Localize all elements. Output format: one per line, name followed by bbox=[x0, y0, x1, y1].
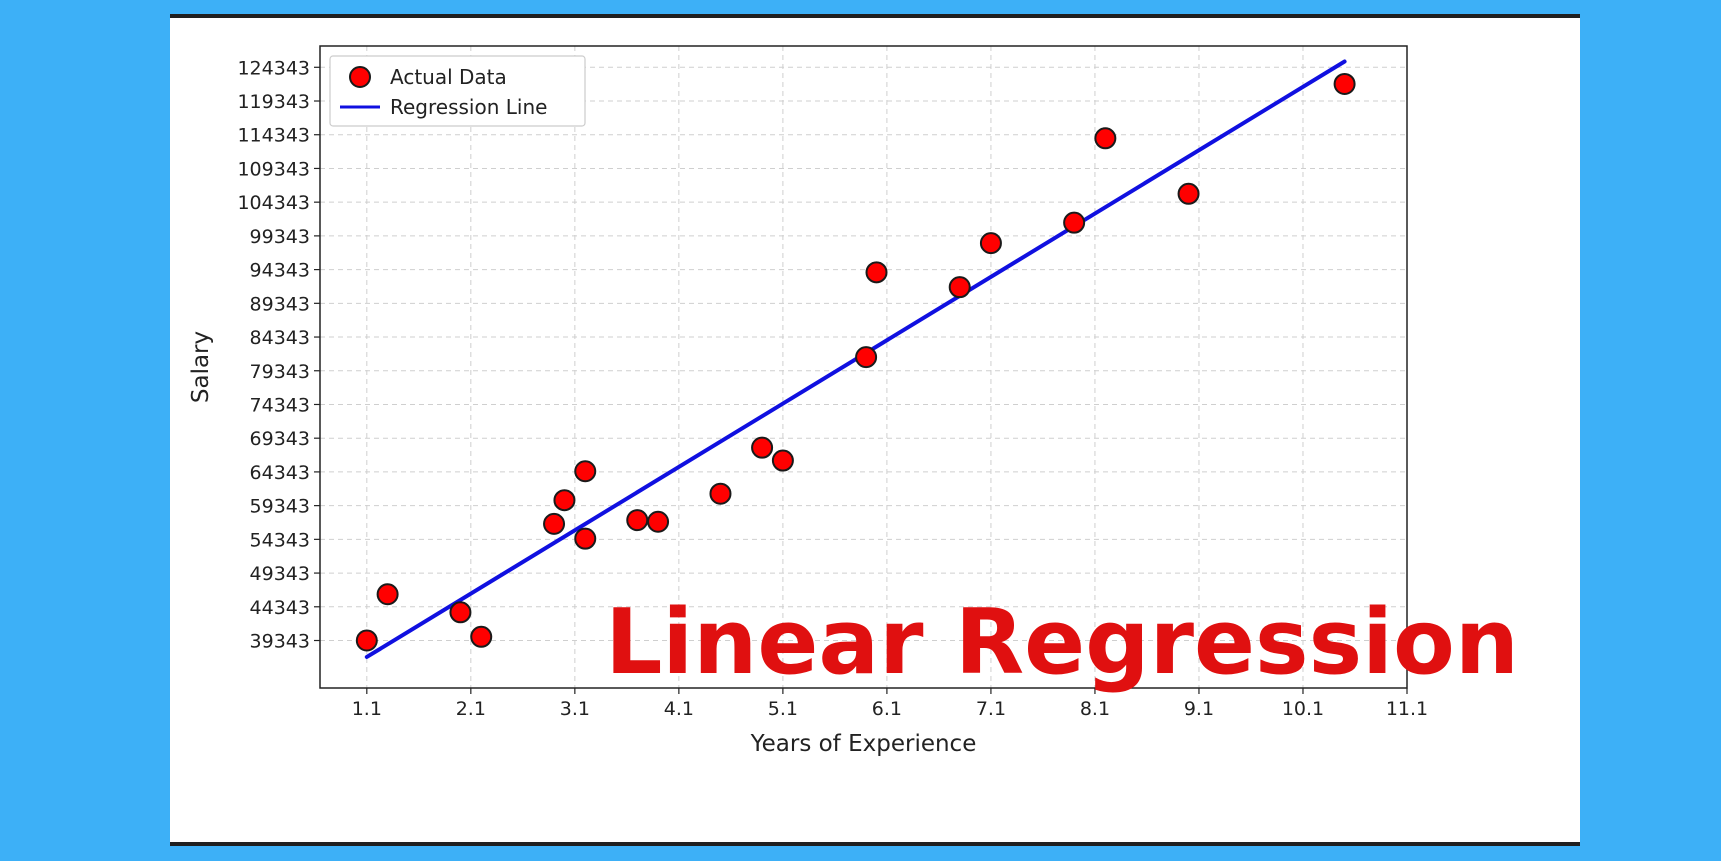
legend-label-regression-line: Regression Line bbox=[390, 95, 547, 119]
legend: Actual Data Regression Line bbox=[329, 55, 586, 127]
y-tick-label: 119343 bbox=[237, 91, 310, 113]
legend-marker-actual-data bbox=[349, 66, 371, 88]
data-point bbox=[449, 601, 472, 624]
data-point bbox=[1063, 211, 1086, 234]
data-point bbox=[553, 489, 576, 512]
x-tick-label: 1.1 bbox=[352, 698, 382, 720]
legend-box bbox=[329, 55, 586, 127]
x-tick-label: 2.1 bbox=[456, 698, 486, 720]
data-point bbox=[1177, 182, 1200, 205]
y-tick-label: 124343 bbox=[237, 57, 310, 79]
data-point bbox=[376, 583, 399, 606]
data-points-layer bbox=[355, 72, 1356, 652]
y-tick-label: 74343 bbox=[250, 394, 310, 416]
chart-card: 1.1 2.1 3.1 4.1 5.1 6.1 7.1 8.1 9.1 10.1 11.1 39343… bbox=[170, 14, 1580, 846]
x-tick-label: 7.1 bbox=[976, 698, 1006, 720]
data-point bbox=[771, 449, 794, 472]
x-tick-label: 11.1 bbox=[1386, 698, 1428, 720]
y-tick-label: 49343 bbox=[250, 563, 310, 585]
data-point bbox=[979, 232, 1002, 255]
data-point bbox=[626, 509, 649, 532]
data-point bbox=[865, 261, 888, 284]
x-tick-label: 10.1 bbox=[1282, 698, 1324, 720]
y-tick-label: 59343 bbox=[250, 496, 310, 518]
data-point bbox=[355, 629, 378, 652]
data-point bbox=[574, 460, 597, 483]
y-tick-label: 44343 bbox=[250, 597, 310, 619]
y-tick-label: 104343 bbox=[237, 192, 310, 214]
y-tick-label: 114343 bbox=[237, 125, 310, 147]
chart: 1.1 2.1 3.1 4.1 5.1 6.1 7.1 8.1 9.1 10.1 11.1 39343… bbox=[188, 45, 1519, 757]
data-point bbox=[855, 346, 878, 369]
y-tick-label: 99343 bbox=[250, 226, 310, 248]
overlay-title: Linear Regression bbox=[605, 590, 1519, 695]
y-tick-label: 79343 bbox=[250, 361, 310, 383]
x-tick-label: 6.1 bbox=[872, 698, 902, 720]
y-tick-label: 84343 bbox=[250, 327, 310, 349]
y-tick-label: 54343 bbox=[250, 529, 310, 551]
x-tick-label: 4.1 bbox=[664, 698, 694, 720]
data-point bbox=[709, 482, 732, 505]
data-point bbox=[1094, 127, 1117, 150]
y-tick-label: 109343 bbox=[237, 158, 310, 180]
data-point bbox=[1333, 72, 1356, 95]
y-tick-label: 64343 bbox=[250, 462, 310, 484]
legend-label-actual-data: Actual Data bbox=[390, 65, 507, 89]
y-tick-label: 94343 bbox=[250, 260, 310, 282]
y-tick-label: 39343 bbox=[250, 631, 310, 653]
x-tick-label: 9.1 bbox=[1184, 698, 1214, 720]
x-tick-label: 3.1 bbox=[560, 698, 590, 720]
y-tick-label: 89343 bbox=[250, 293, 310, 315]
data-point bbox=[470, 625, 493, 648]
axis-ticks: 1.1 2.1 3.1 4.1 5.1 6.1 7.1 8.1 9.1 10.1 11.1 39343… bbox=[237, 57, 1428, 720]
data-point bbox=[948, 276, 971, 299]
y-tick-label: 69343 bbox=[250, 428, 310, 450]
plot-area-frame bbox=[319, 45, 1408, 689]
x-tick-label: 8.1 bbox=[1080, 698, 1110, 720]
data-point bbox=[751, 436, 774, 459]
x-tick-label: 5.1 bbox=[768, 698, 798, 720]
x-axis-title: Years of Experience bbox=[750, 731, 977, 757]
data-point bbox=[543, 512, 566, 535]
data-point bbox=[574, 527, 597, 550]
y-axis-title: Salary bbox=[188, 331, 214, 403]
data-point bbox=[647, 510, 670, 533]
